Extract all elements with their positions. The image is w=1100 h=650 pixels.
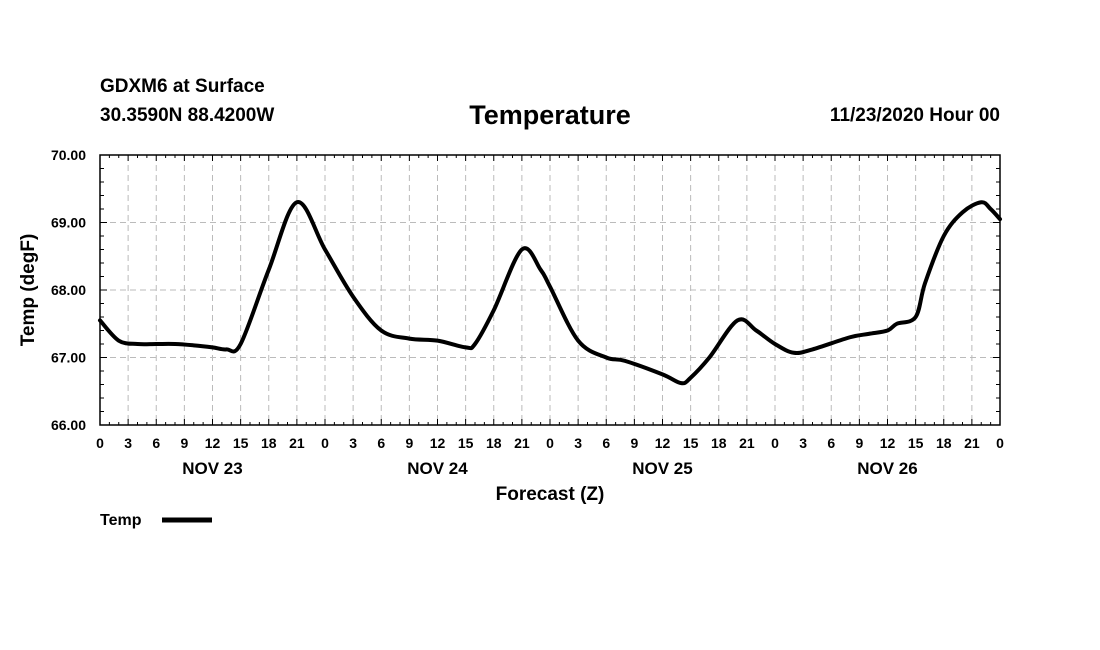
x-tick-label: 15 — [908, 435, 924, 451]
y-tick-label: 66.00 — [51, 417, 86, 433]
y-tick-label: 67.00 — [51, 350, 86, 366]
x-axis-title: Forecast (Z) — [496, 484, 605, 505]
x-tick-label: 12 — [430, 435, 446, 451]
x-tick-label: 9 — [630, 435, 638, 451]
y-tick-label: 68.00 — [51, 282, 86, 298]
x-tick-label: 9 — [855, 435, 863, 451]
x-tick-label: 15 — [683, 435, 699, 451]
day-label: NOV 24 — [407, 459, 468, 478]
x-tick-label: 0 — [546, 435, 554, 451]
x-tick-label: 3 — [349, 435, 357, 451]
day-label: NOV 23 — [182, 459, 242, 478]
axis-tick-labels: 0 3 6 9 12 15 18 21 0 3 6 9 12 15 18 21 0 3 6 9 12 15 18 21 0 3 6 9… — [51, 147, 1004, 478]
x-tick-label: 6 — [152, 435, 160, 451]
x-tick-label: 21 — [739, 435, 755, 451]
station-label: GDXM6 at Surface — [100, 76, 265, 97]
x-tick-label: 12 — [655, 435, 671, 451]
x-tick-label: 15 — [233, 435, 249, 451]
x-tick-label: 9 — [180, 435, 188, 451]
y-tick-label: 69.00 — [51, 215, 86, 231]
x-tick-label: 9 — [405, 435, 413, 451]
x-tick-label: 3 — [799, 435, 807, 451]
x-tick-label: 0 — [321, 435, 329, 451]
x-tick-label: 0 — [96, 435, 104, 451]
x-tick-label: 6 — [377, 435, 385, 451]
legend-label-temp: Temp — [100, 512, 142, 529]
x-tick-label: 18 — [711, 435, 727, 451]
day-label: NOV 26 — [857, 459, 917, 478]
x-tick-label: 3 — [124, 435, 132, 451]
x-tick-label: 3 — [574, 435, 582, 451]
x-tick-label: 6 — [602, 435, 610, 451]
chart-title: Temperature — [469, 100, 631, 130]
x-tick-label: 0 — [771, 435, 779, 451]
coordinates-label: 30.3590N 88.4200W — [100, 105, 275, 126]
x-tick-label: 18 — [261, 435, 277, 451]
x-tick-label: 21 — [289, 435, 305, 451]
x-tick-label: 18 — [936, 435, 952, 451]
axis-ticks — [99, 154, 1001, 426]
x-tick-label: 15 — [458, 435, 474, 451]
x-tick-label: 12 — [205, 435, 221, 451]
grid-lines — [100, 155, 1000, 425]
x-tick-label: 0 — [996, 435, 1004, 451]
x-tick-label: 21 — [964, 435, 980, 451]
x-tick-label: 21 — [514, 435, 530, 451]
x-tick-label: 12 — [880, 435, 896, 451]
y-axis-title: Temp (degF) — [18, 234, 39, 347]
y-tick-label: 70.00 — [51, 147, 86, 163]
x-tick-label: 6 — [827, 435, 835, 451]
temp-series-line — [98, 200, 1002, 386]
x-tick-label: 18 — [486, 435, 502, 451]
forecast-datetime: 11/23/2020 Hour 00 — [829, 105, 1000, 126]
day-label: NOV 25 — [632, 459, 692, 478]
